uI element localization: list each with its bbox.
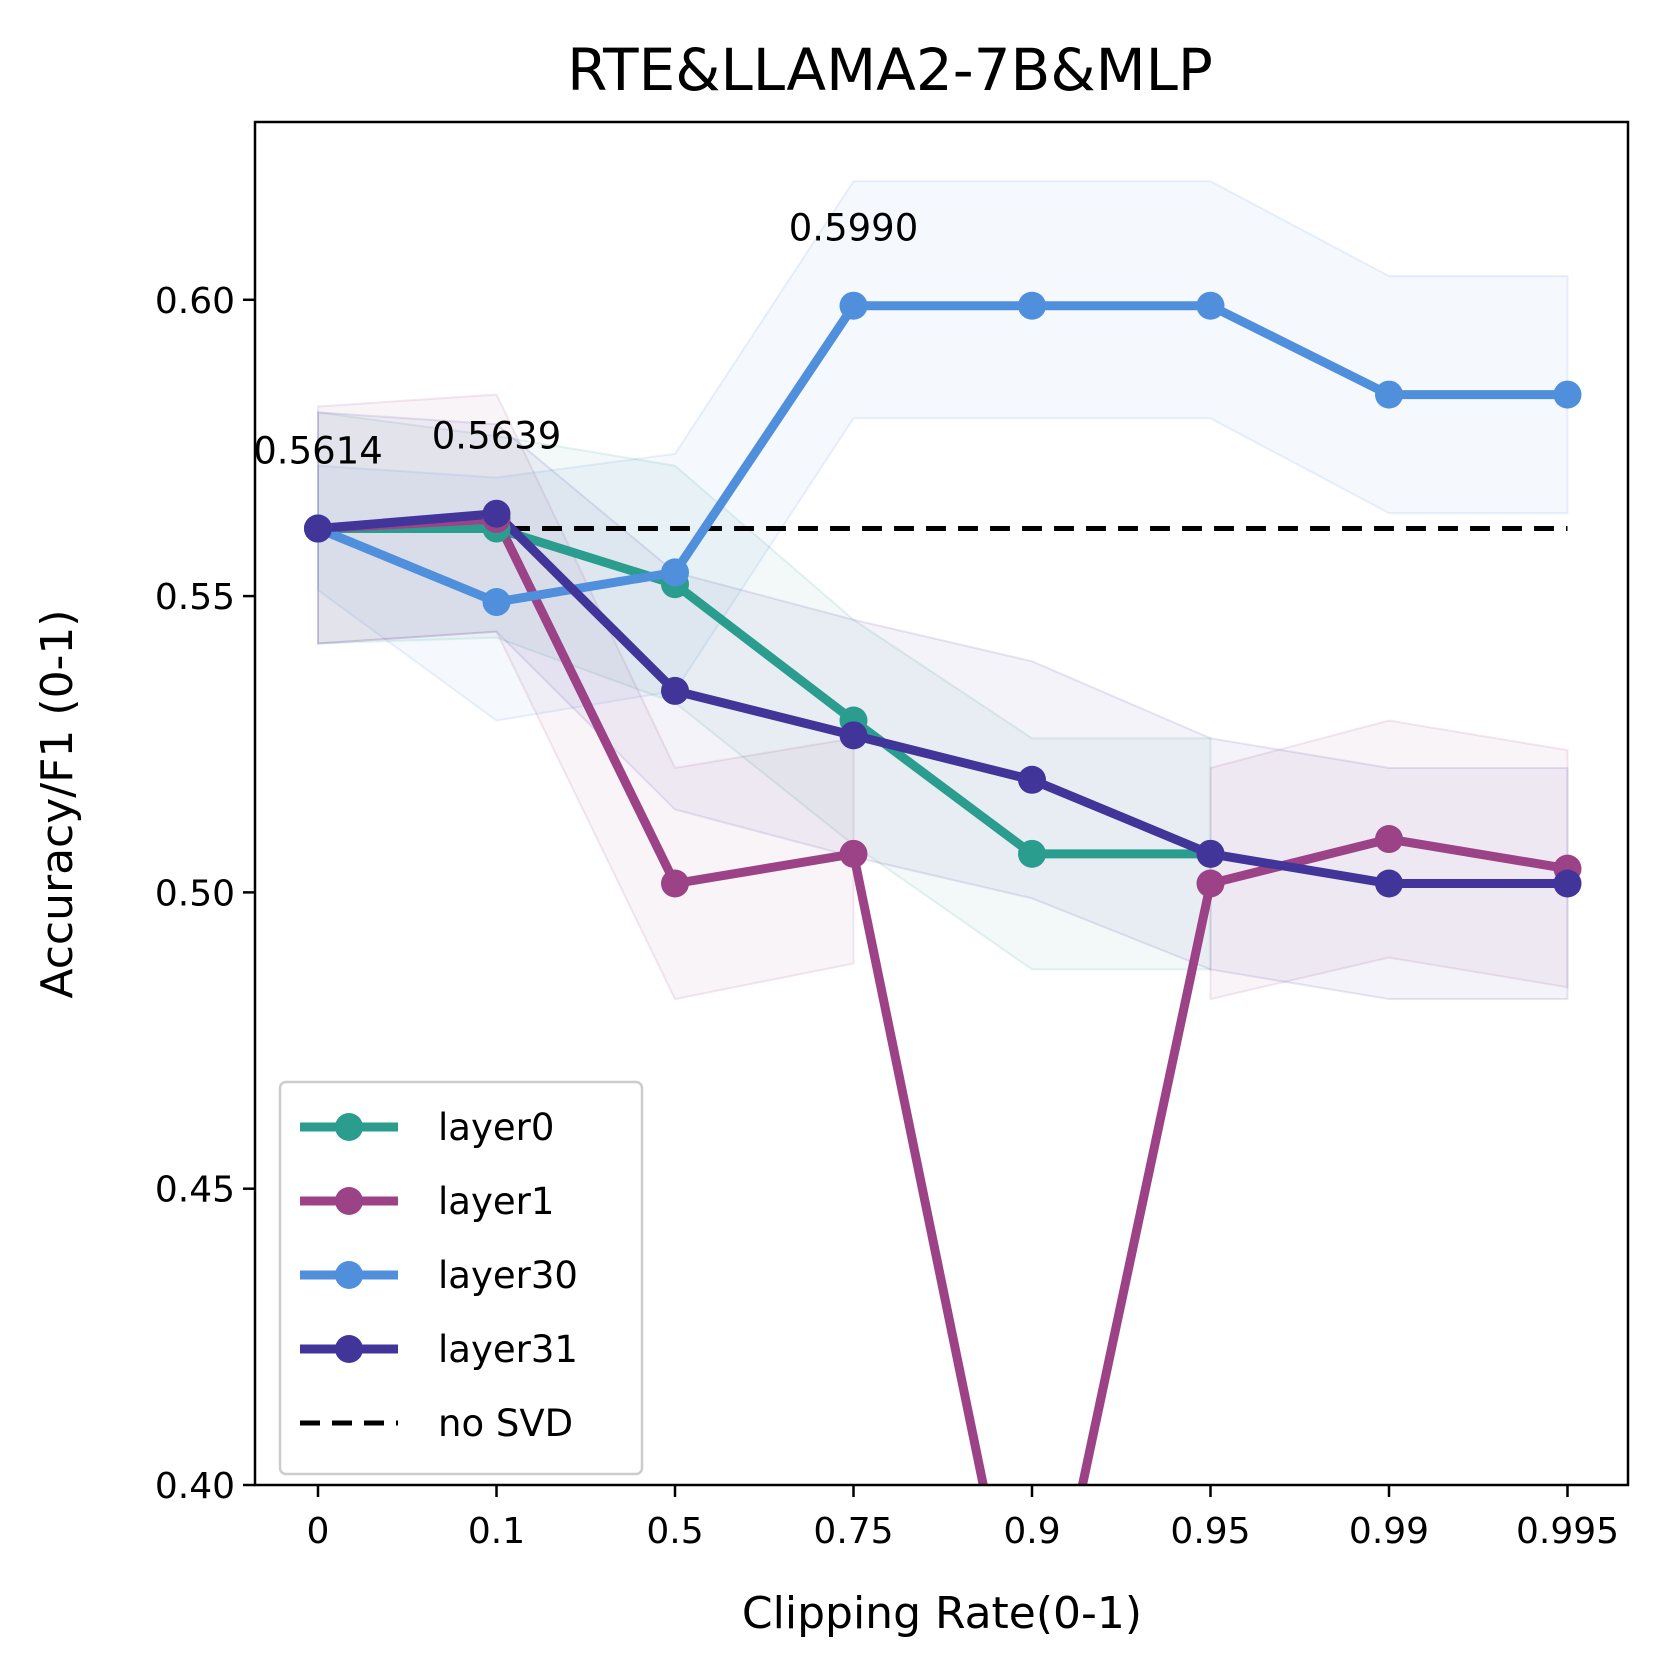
point-layer30-6 — [1375, 380, 1403, 409]
point-layer30-5 — [1196, 291, 1225, 320]
series-line-layer0 — [318, 524, 1211, 859]
annotations: 0.5614 0.5639 0.5990 — [253, 207, 918, 473]
x-tick-label: 0.5 — [646, 1511, 703, 1552]
point-layer31-4 — [1018, 765, 1046, 794]
legend-box — [278, 1080, 644, 1476]
legend-marker-layer0 — [335, 1113, 363, 1141]
point-layer30-3 — [839, 291, 868, 320]
legend-label-no-svd: no SVD — [438, 1402, 573, 1445]
x-tick-label: 0.9 — [1003, 1511, 1060, 1552]
point-layer30-4 — [1018, 291, 1046, 320]
series-layer — [304, 291, 1582, 1485]
legend-label-layer30: layer30 — [438, 1254, 578, 1297]
point-layer30-2 — [661, 558, 689, 587]
y-axis: 0.40 0.45 0.50 0.55 0.60 — [155, 281, 255, 1507]
point-layer1-3 — [839, 839, 868, 868]
legend-marker-layer30 — [335, 1261, 363, 1289]
legend-label-layer31: layer31 — [438, 1328, 578, 1371]
series-line-layer1 — [317, 514, 1569, 1485]
point-layer31-5 — [1196, 839, 1225, 868]
y-axis-label: Accuracy/F1 (0-1) — [32, 609, 83, 998]
x-tick-label: 0.75 — [813, 1511, 893, 1552]
point-layer31-7 — [1553, 869, 1582, 898]
annotation-label: 0.5639 — [432, 415, 561, 458]
y-tick-label: 0.45 — [155, 1170, 235, 1211]
chart-title: RTE&LLAMA2-7B&MLP — [567, 36, 1213, 104]
point-layer31-3 — [839, 721, 868, 750]
y-tick-label: 0.60 — [155, 281, 235, 322]
point-layer30-7 — [1553, 380, 1582, 409]
plot-area — [304, 291, 1582, 1485]
band-layer1-1 — [1209, 719, 1569, 1001]
x-axis-label: Clipping Rate(0-1) — [742, 1588, 1142, 1639]
annotation-label: 0.5990 — [789, 207, 918, 250]
legend-marker-layer1 — [335, 1187, 363, 1215]
x-tick-label: 0.99 — [1349, 1511, 1429, 1552]
x-tick-label: 0.1 — [468, 1511, 525, 1552]
point-layer31-6 — [1375, 869, 1403, 898]
point-layer30-1 — [482, 588, 511, 617]
band-layer0-0 — [317, 411, 1212, 971]
point-layer31-2 — [661, 676, 689, 705]
series-line-layer31 — [317, 509, 1568, 889]
x-tick-label: 0.95 — [1170, 1511, 1250, 1552]
legend: layer0 layer1 layer30 layer31 no SVD — [278, 1080, 644, 1476]
point-layer1-6 — [1375, 825, 1403, 854]
plot-frame — [253, 120, 1630, 1487]
y-tick-label: 0.55 — [155, 577, 235, 618]
y-tick-label: 0.50 — [155, 873, 235, 914]
legend-marker-layer31 — [335, 1335, 363, 1363]
band-layer30-0 — [317, 180, 1569, 722]
x-tick-label: 0 — [307, 1511, 330, 1552]
series-line-layer30 — [316, 301, 1568, 607]
x-tick-label: 0.995 — [1516, 1511, 1619, 1552]
point-layer1-5 — [1196, 869, 1225, 898]
point-layer0-4 — [1018, 839, 1046, 868]
x-axis: 0 0.1 0.5 0.75 0.9 0.95 0.99 0.995 — [307, 1485, 1619, 1552]
legend-label-layer1: layer1 — [438, 1180, 554, 1223]
point-layer1-2 — [661, 869, 689, 898]
legend-label-layer0: layer0 — [438, 1106, 554, 1149]
y-tick-label: 0.40 — [155, 1466, 235, 1507]
band-layer31-0 — [317, 411, 1569, 1001]
point-layer31-0 — [304, 514, 332, 543]
annotation-label: 0.5614 — [253, 430, 382, 473]
point-layer31-1 — [482, 499, 511, 528]
